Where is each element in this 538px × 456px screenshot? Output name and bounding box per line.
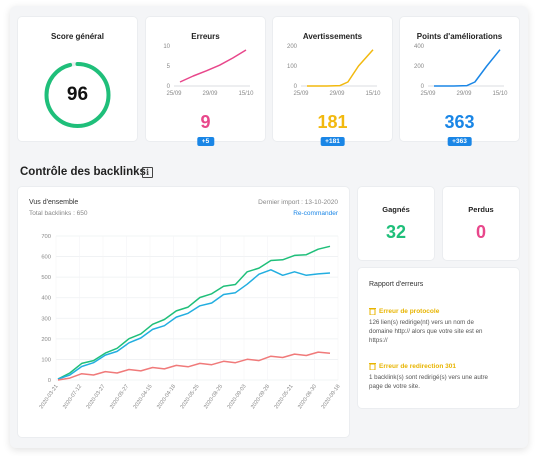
x-tick-label: 2020-05-21 (274, 384, 295, 410)
y-tick-label: 400 (41, 296, 51, 302)
kpi-y-tick: 0 (421, 84, 425, 90)
backlinks-overview-card: Vus d'ensemble Total backlinks : 650 Der… (18, 187, 349, 437)
kpi-y-tick: 0 (294, 84, 298, 90)
kpi-line (179, 49, 247, 83)
error-text: https:// (369, 337, 388, 344)
last-import: Dernier import : 13-10-2020 (258, 199, 338, 206)
x-tick-label: 2020-09-28 (250, 384, 271, 410)
series-line (57, 351, 331, 381)
kpi-y-tick: 10 (163, 44, 170, 50)
kpi-x-tick: 15/10 (238, 91, 254, 97)
kpi-y-tick: 5 (167, 64, 171, 70)
gained-value: 32 (385, 222, 407, 242)
series-line (57, 245, 331, 380)
error-text: page de votre site. (369, 383, 420, 390)
kpi-x-tick: 29/09 (456, 91, 472, 97)
error-text: 1 backlink(s) sont redirigé(s) vers une … (369, 374, 488, 381)
kpi-card-improvements: Points d'améliorations 400 200 0 25/09 29/09… (400, 17, 519, 146)
kpi-line (307, 49, 374, 87)
lost-card: Perdus 0 (443, 187, 519, 260)
kpi-value: 181 (317, 112, 348, 132)
series-line (57, 269, 331, 380)
kpi-x-tick: 15/10 (365, 91, 381, 97)
x-tick-label: 2020-09-03 (227, 384, 248, 410)
recommend-link[interactable]: Re-commander (293, 210, 338, 217)
score-gauge (44, 62, 111, 128)
lost-value: 0 (475, 222, 486, 242)
kpi-sparkline: 400 200 025/09 29/09 15/10 (414, 44, 508, 97)
kpi-line (434, 49, 501, 87)
x-tick-label: 2020-03-27 (86, 384, 107, 410)
x-tick-label: 2020-04-15 (133, 384, 154, 410)
kpi-value: 363 (444, 112, 475, 132)
y-tick-label: 0 (48, 378, 51, 384)
score-title: Score général (51, 32, 104, 41)
kpi-card-warnings: Avertissements 200 100 0 25/09 29/09 15/10 18… (273, 17, 392, 146)
error-text: 126 lien(s) redirige(nt) vers un nom de (369, 319, 474, 326)
error-item: Erreur de protocole 126 lien(s) redirige… (369, 307, 514, 345)
x-tick-label: 2020-07-12 (62, 384, 83, 410)
y-tick-label: 700 (41, 234, 51, 240)
kpi-x-tick: 29/09 (202, 91, 218, 97)
x-tick-label: 2020-08-25 (203, 384, 224, 410)
kpi-x-tick: 29/09 (329, 91, 345, 97)
kpi-y-tick: 100 (287, 64, 298, 70)
error-title[interactable]: Erreur de protocole (379, 307, 440, 315)
x-tick-label: 2020-09-18 (321, 384, 342, 410)
kpi-y-tick: 200 (414, 64, 425, 70)
overview-title: Vus d'ensemble (29, 199, 79, 206)
trash-icon (369, 363, 376, 370)
score-value: 96 (66, 84, 89, 105)
error-item: Erreur de redirection 301 1 backlink(s) … (369, 362, 514, 391)
y-tick-label: 100 (41, 357, 51, 363)
y-tick-label: 200 (41, 337, 51, 343)
kpi-card-errors: Erreurs 10 5 0 25/09 29/09 15/10 9 +5 (146, 17, 265, 146)
x-tick-label: 2020-06-30 (297, 384, 318, 410)
lost-title: Perdus (468, 205, 494, 214)
error-text: domaine http:// alors que votre site est… (369, 328, 483, 335)
x-tick-label: 2020-05-25 (180, 384, 201, 410)
kpi-badge: +5 (196, 137, 215, 146)
error-title[interactable]: Erreur de redirection 301 (379, 362, 456, 370)
kpi-y-tick: 0 (167, 84, 171, 90)
x-tick-label: 2020-04-18 (156, 384, 177, 410)
kpi-badge: +181 (320, 137, 345, 146)
y-tick-label: 300 (41, 316, 51, 322)
score-arc (44, 62, 111, 128)
kpi-title: Erreurs (191, 32, 220, 41)
kpi-y-tick: 200 (287, 44, 298, 50)
kpi-sparkline: 200 100 025/09 29/09 15/10 (287, 44, 381, 97)
kpi-badge: +363 (447, 137, 472, 146)
x-tick-label: 2020-03-21 (39, 384, 60, 410)
kpi-x-tick: 25/09 (420, 91, 436, 97)
kpi-x-tick: 25/09 (166, 91, 182, 97)
score-card: Score général 96 (18, 17, 137, 141)
kpi-y-tick: 400 (414, 44, 425, 50)
errors-report-card: Rapport d'erreurs Erreur de protocole 12… (358, 268, 519, 408)
kpi-sparkline: 10 5 025/09 29/09 15/10 (163, 44, 254, 97)
kpi-x-tick: 25/09 (293, 91, 309, 97)
kpi-x-tick: 15/10 (492, 91, 508, 97)
x-tick-label: 2020-05-27 (109, 384, 130, 410)
gained-title: Gagnés (382, 205, 410, 214)
errors-report-title: Rapport d'erreurs (369, 281, 424, 288)
kpi-value: 9 (200, 112, 211, 132)
section-title: Contrôle des backlinks (20, 166, 146, 178)
kpi-title: Points d'améliorations (416, 32, 503, 41)
kpi-title: Avertissements (302, 32, 363, 41)
gained-card: Gagnés 32 (358, 187, 434, 260)
total-backlinks: Total backlinks : 650 (29, 210, 88, 217)
info-icon[interactable]: i (142, 167, 153, 178)
y-tick-label: 600 (41, 255, 51, 261)
y-tick-label: 500 (41, 275, 51, 281)
trash-icon (369, 308, 376, 315)
